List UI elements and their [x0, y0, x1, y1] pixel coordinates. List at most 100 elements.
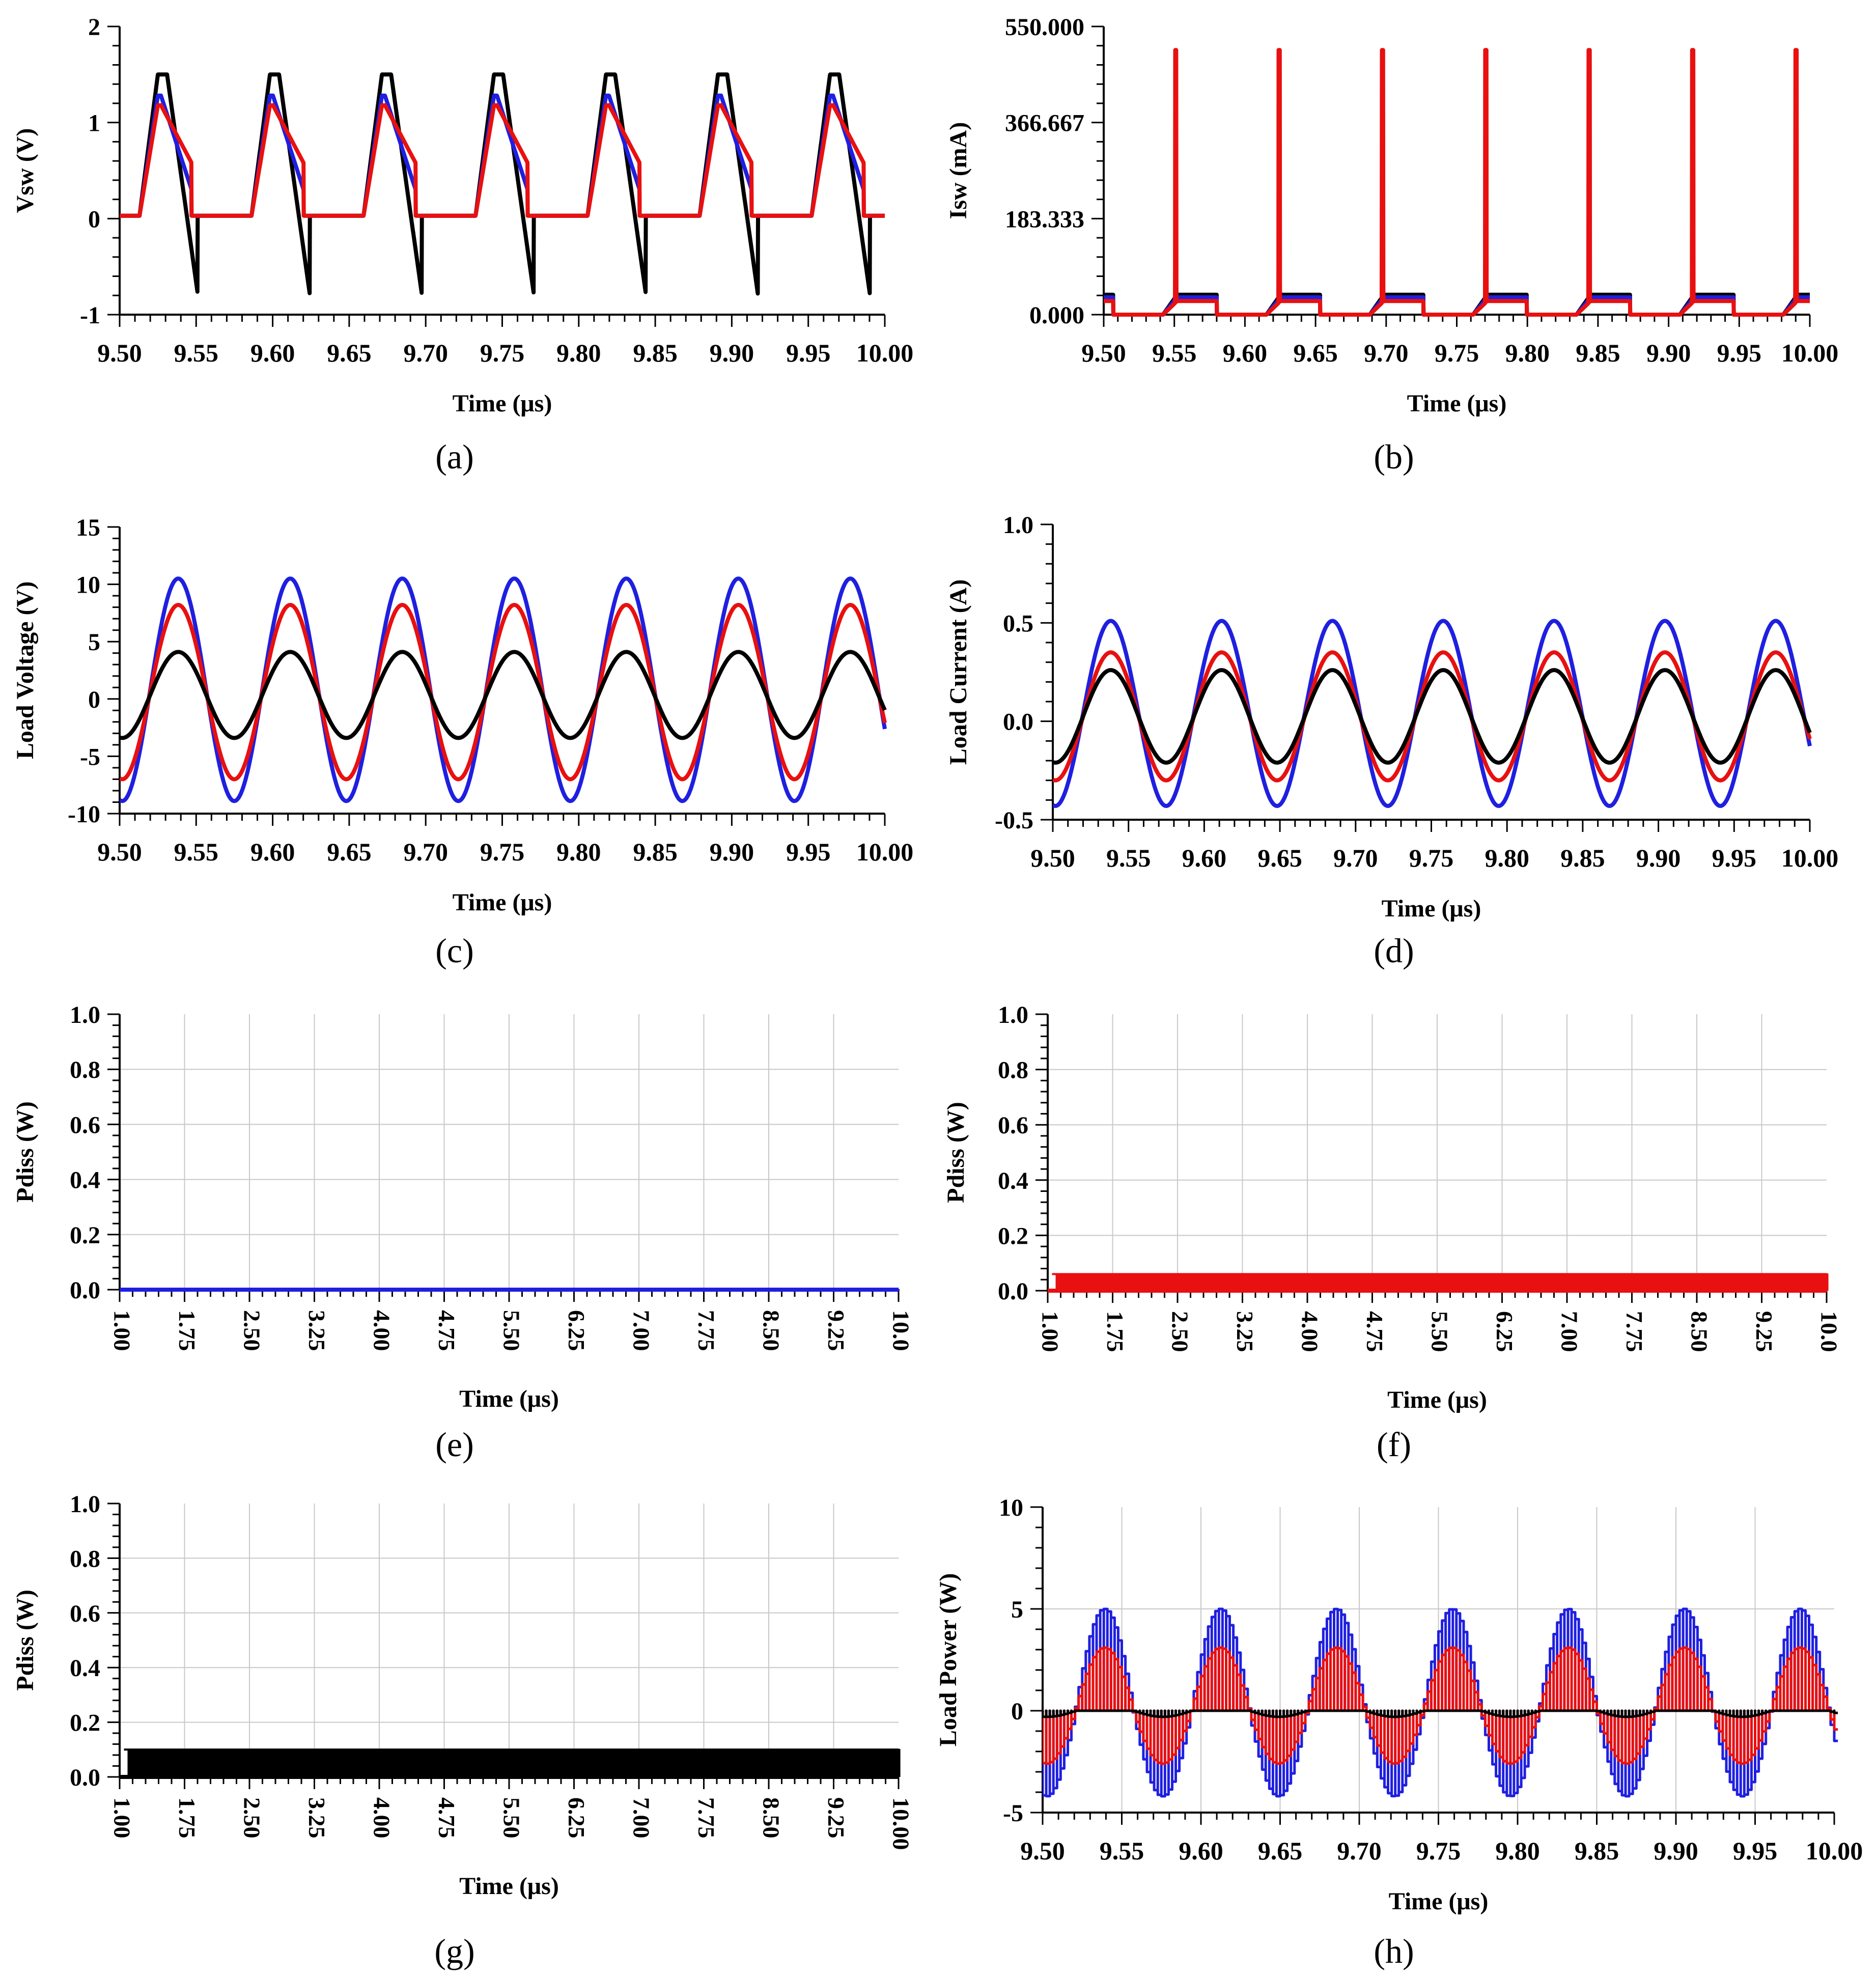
x-tick-label: 9.50 [97, 339, 142, 367]
x-tick-label: 6.25 [564, 1310, 590, 1351]
x-tick-label: 9.60 [250, 339, 295, 367]
panel-caption: (e) [435, 1425, 473, 1464]
y-axis-title: Pdiss (W) [12, 1590, 39, 1691]
x-tick-label: 9.80 [556, 339, 601, 367]
x-tick-label: 9.70 [1337, 1836, 1382, 1865]
y-axis-title: Pdiss (W) [942, 1102, 969, 1203]
panel-c: 9.50 9.55 9.60 9.65 9.70 9.75 9.80 9.85 9.90 9.95… [12, 514, 913, 970]
x-axis-title: Time (μs) [1407, 390, 1507, 417]
x-tick-label: 1.00 [109, 1310, 135, 1351]
x-tick-label: 2.50 [239, 1797, 265, 1839]
y-tick-label: 0.6 [70, 1111, 100, 1138]
panel-caption: (c) [435, 931, 473, 970]
x-tick-label: 10.00 [856, 339, 914, 367]
y-tick-label: 0.4 [70, 1655, 100, 1682]
x-tick-label: 1.00 [109, 1797, 135, 1839]
plot-area [1048, 1273, 1829, 1293]
x-tick-label: 9.55 [1152, 339, 1197, 367]
y-tick-label: -5 [1003, 1800, 1023, 1827]
x-tick-label: 9.70 [403, 838, 448, 866]
x-tick-label: 8.50 [758, 1310, 784, 1351]
x-tick-label: 9.25 [823, 1310, 849, 1351]
x-tick-label: 9.95 [786, 838, 831, 866]
panel-caption: (h) [1374, 1932, 1414, 1970]
x-tick-label: 9.65 [327, 838, 372, 866]
y-tick-label: -0.5 [995, 807, 1033, 834]
y-tick-label: 15 [76, 514, 100, 541]
x-tick-label: 5.50 [1426, 1311, 1452, 1352]
x-tick-label: 9.60 [250, 838, 295, 866]
y-tick-label: -5 [80, 743, 100, 770]
y-tick-label: 0.2 [998, 1222, 1028, 1249]
y-tick-label: -1 [80, 302, 100, 329]
y-tick-label: 0 [88, 206, 100, 233]
x-tick-label: 9.55 [1100, 1836, 1144, 1865]
series-line-red [1053, 650, 1812, 783]
y-tick-label: 1.0 [1003, 512, 1033, 539]
x-tick-label: 9.75 [1416, 1836, 1461, 1865]
x-tick-label: 3.25 [304, 1310, 330, 1351]
y-tick-label: 0.8 [70, 1545, 100, 1572]
x-tick-label: 9.50 [1081, 339, 1126, 367]
x-tick-label: 8.50 [1686, 1311, 1712, 1352]
y-axis-title: Load Voltage (V) [12, 581, 39, 759]
y-tick-label: 1.0 [70, 1491, 100, 1518]
x-tick-label: 3.25 [304, 1797, 330, 1839]
x-tick-label: 9.85 [1576, 339, 1620, 367]
y-tick-label: 10 [999, 1494, 1023, 1521]
x-tick-label: 7.75 [693, 1797, 719, 1839]
panel-f: 1.00 1.75 2.50 3.25 4.00 4.75 5.50 6.25 7.00 7.75… [942, 1001, 1842, 1464]
panel-d: 9.50 9.55 9.60 9.65 9.70 9.75 9.80 9.85 9.90 9.95… [945, 512, 1838, 970]
y-tick-label: 2 [88, 14, 100, 41]
x-tick-label: 9.80 [1485, 844, 1529, 872]
x-axis-title: Time (μs) [1382, 895, 1481, 922]
y-axis-title: Isw (mA) [945, 122, 972, 219]
panel-caption: (a) [435, 437, 473, 476]
x-tick-label: 9.85 [1575, 1836, 1619, 1865]
x-tick-label: 10.00 [1806, 1836, 1863, 1865]
x-tick-label: 8.50 [758, 1797, 784, 1839]
series-line-blue [120, 576, 887, 803]
x-tick-label: 4.75 [1362, 1311, 1388, 1352]
x-tick-label: 9.60 [1182, 844, 1227, 872]
plot-area [120, 72, 887, 296]
x-tick-label: 5.50 [498, 1797, 524, 1839]
series-line-black [127, 1748, 901, 1778]
x-tick-label: 6.25 [1492, 1311, 1518, 1352]
x-tick-label: 1.75 [174, 1310, 200, 1351]
y-tick-label: 550.000 [1005, 14, 1084, 41]
x-tick-label: 6.25 [564, 1797, 590, 1839]
x-tick-label: 9.95 [1733, 1836, 1778, 1865]
x-tick-label: 10.0 [1816, 1311, 1842, 1352]
x-tick-label: 4.00 [369, 1797, 395, 1839]
series-line-black [120, 650, 887, 740]
x-tick-label: 9.75 [1409, 844, 1454, 872]
panel-caption: (b) [1374, 437, 1414, 476]
x-tick-label: 10.00 [1781, 339, 1839, 367]
x-tick-label: 9.65 [1257, 844, 1302, 872]
series-line-black [1053, 668, 1812, 765]
x-tick-label: 3.25 [1232, 1311, 1258, 1352]
x-tick-label: 9.55 [1106, 844, 1151, 872]
series-line-red [120, 603, 887, 782]
x-tick-label: 4.00 [1297, 1311, 1323, 1352]
y-tick-label: 0.8 [998, 1057, 1028, 1084]
series-line-red [120, 103, 887, 218]
x-tick-label: 7.00 [628, 1797, 654, 1839]
x-tick-label: 9.95 [1717, 339, 1762, 367]
x-axis-title: Time (μs) [459, 1873, 559, 1900]
x-tick-label: 2.50 [1167, 1311, 1193, 1352]
x-tick-label: 9.80 [1495, 1836, 1540, 1865]
x-tick-label: 9.25 [1751, 1311, 1777, 1352]
x-tick-label: 7.00 [1556, 1311, 1582, 1352]
x-tick-label: 4.75 [434, 1310, 460, 1351]
y-tick-label: 1.0 [998, 1001, 1028, 1028]
y-tick-label: 10 [76, 572, 100, 599]
x-tick-label: 9.85 [633, 838, 678, 866]
x-tick-label: 9.65 [1293, 339, 1338, 367]
y-tick-label: 1 [88, 110, 100, 137]
x-tick-label: 9.85 [633, 339, 678, 367]
series-line-red [1043, 1646, 1838, 1765]
x-tick-label: 10.0 [888, 1310, 914, 1351]
y-tick-label: 0.8 [70, 1056, 100, 1083]
